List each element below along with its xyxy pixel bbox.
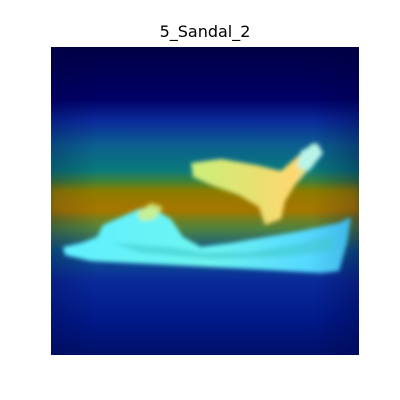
heatmap-svg [51, 47, 359, 355]
hot-band [51, 187, 359, 213]
sandal-shape [63, 143, 351, 273]
heatmap-image [51, 47, 359, 355]
figure-title: 5_Sandal_2 [159, 22, 251, 41]
